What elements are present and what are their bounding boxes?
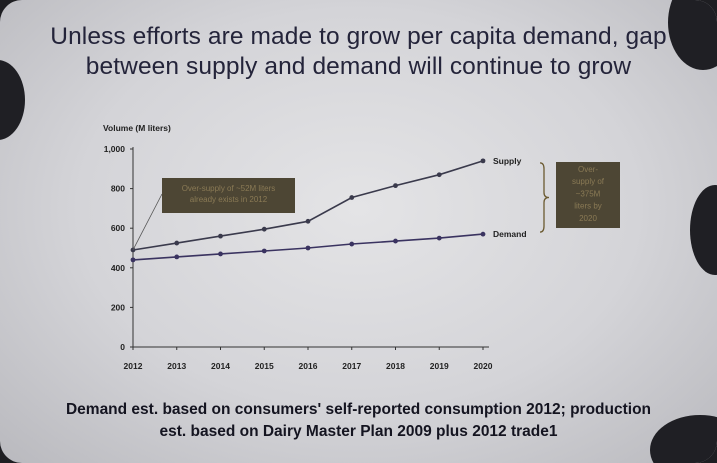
slide-title: Unless efforts are made to grow per capi…: [0, 22, 717, 82]
data-point-supply: [349, 195, 355, 200]
x-tick-label: 2017: [342, 361, 361, 371]
callout-box-2012: [162, 178, 295, 213]
data-point-demand: [480, 231, 486, 237]
data-point-demand: [174, 254, 180, 260]
slide-title-line-2: between supply and demand will continue …: [85, 53, 632, 80]
callout-text-2012: Over-supply of ~52M liters: [182, 184, 276, 193]
y-tick-label: 1,000: [104, 144, 126, 154]
footnote: Demand est. based on consumers' self-rep…: [0, 399, 717, 443]
y-tick-label: 400: [111, 263, 125, 273]
callout-text-2012: already exists in 2012: [190, 195, 268, 204]
data-point-supply: [480, 158, 486, 164]
series-label-supply: Supply: [493, 156, 522, 166]
x-tick-label: 2013: [167, 361, 186, 371]
series-label-demand: Demand: [493, 229, 527, 239]
data-point-demand: [130, 257, 136, 263]
data-point-demand: [436, 235, 442, 241]
data-point-supply: [305, 218, 311, 224]
footnote-line-1: Demand est. based on consumers' self-rep…: [65, 401, 652, 418]
data-point-supply: [261, 226, 267, 232]
data-point-supply: [393, 183, 398, 189]
callout-leader-line: [132, 193, 163, 251]
callout-text-2020: liters by: [574, 202, 602, 211]
x-tick-label: 2015: [255, 361, 274, 371]
data-point-demand: [261, 248, 267, 254]
x-tick-label: 2012: [124, 361, 143, 371]
y-tick-label: 800: [111, 184, 125, 194]
callout-text-2020: supply of: [572, 177, 605, 186]
y-tick-label: 200: [111, 302, 125, 312]
gap-bracket: [539, 162, 550, 233]
callout-text-2020: Over-: [578, 165, 598, 174]
data-point-demand: [218, 251, 223, 257]
x-tick-label: 2018: [386, 361, 405, 371]
slide-title-line-1: Unless efforts are made to grow per capi…: [50, 23, 667, 50]
data-point-supply: [218, 233, 223, 239]
x-tick-label: 2020: [474, 361, 493, 371]
data-point-demand: [305, 245, 311, 251]
y-tick-label: 0: [120, 342, 125, 352]
data-point-demand: [349, 241, 355, 247]
callout-text-2020: 2020: [579, 214, 597, 223]
footnote-line-2: est. based on Dairy Master Plan 2009 plu…: [159, 423, 558, 440]
data-point-demand: [393, 238, 398, 244]
y-tick-label: 600: [111, 223, 125, 233]
x-tick-label: 2014: [211, 361, 230, 371]
callout-text-2020: ~375M: [576, 189, 601, 198]
x-tick-label: 2019: [430, 361, 449, 371]
data-point-supply: [174, 240, 180, 246]
data-point-supply: [436, 172, 442, 178]
y-axis-label: Volume (M liters): [103, 123, 171, 133]
callout-box-2020: [556, 162, 620, 228]
x-tick-label: 2016: [299, 361, 318, 371]
data-point-supply: [130, 247, 136, 253]
